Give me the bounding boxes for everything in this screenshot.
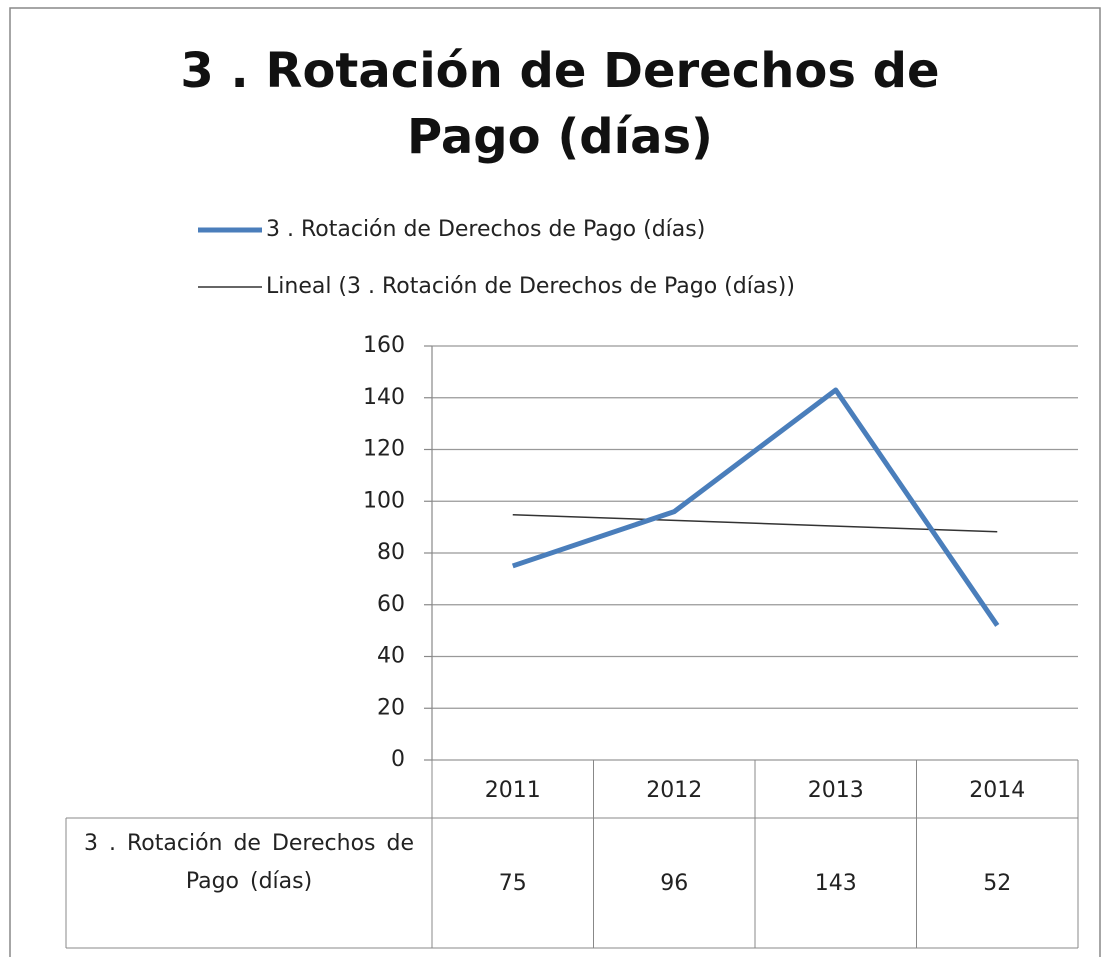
y-tick-label: 120 [363,437,405,462]
y-tick-label: 100 [363,488,405,513]
table-value: 143 [815,871,857,896]
x-tick-label: 2013 [808,778,864,803]
x-tick-label: 2012 [646,778,702,803]
y-tick-label: 20 [377,695,405,720]
trend-line [512,513,998,533]
table-value: 75 [499,871,527,896]
x-tick-label: 2014 [969,778,1025,803]
chart-title: 3 . Rotación de Derechos de Pago (días) [180,43,940,165]
legend-label: Lineal (3 . Rotación de Derechos de Pago… [266,274,795,299]
y-tick-label: 140 [363,385,405,410]
x-tick-label: 2011 [485,778,541,803]
y-tick-label: 160 [363,333,405,358]
table-row-label: 3 . Rotación de Derechos de Pago (días) [84,831,414,894]
y-tick-label: 60 [377,592,405,617]
data-line [511,387,1000,627]
table-value: 96 [660,871,688,896]
y-tick-label: 80 [377,540,405,565]
legend-label: 3 . Rotación de Derechos de Pago (días) [266,217,705,242]
table-value: 52 [983,871,1011,896]
chart-border [9,7,1101,957]
y-tick-label: 40 [377,644,405,669]
y-tick-label: 0 [391,747,405,772]
